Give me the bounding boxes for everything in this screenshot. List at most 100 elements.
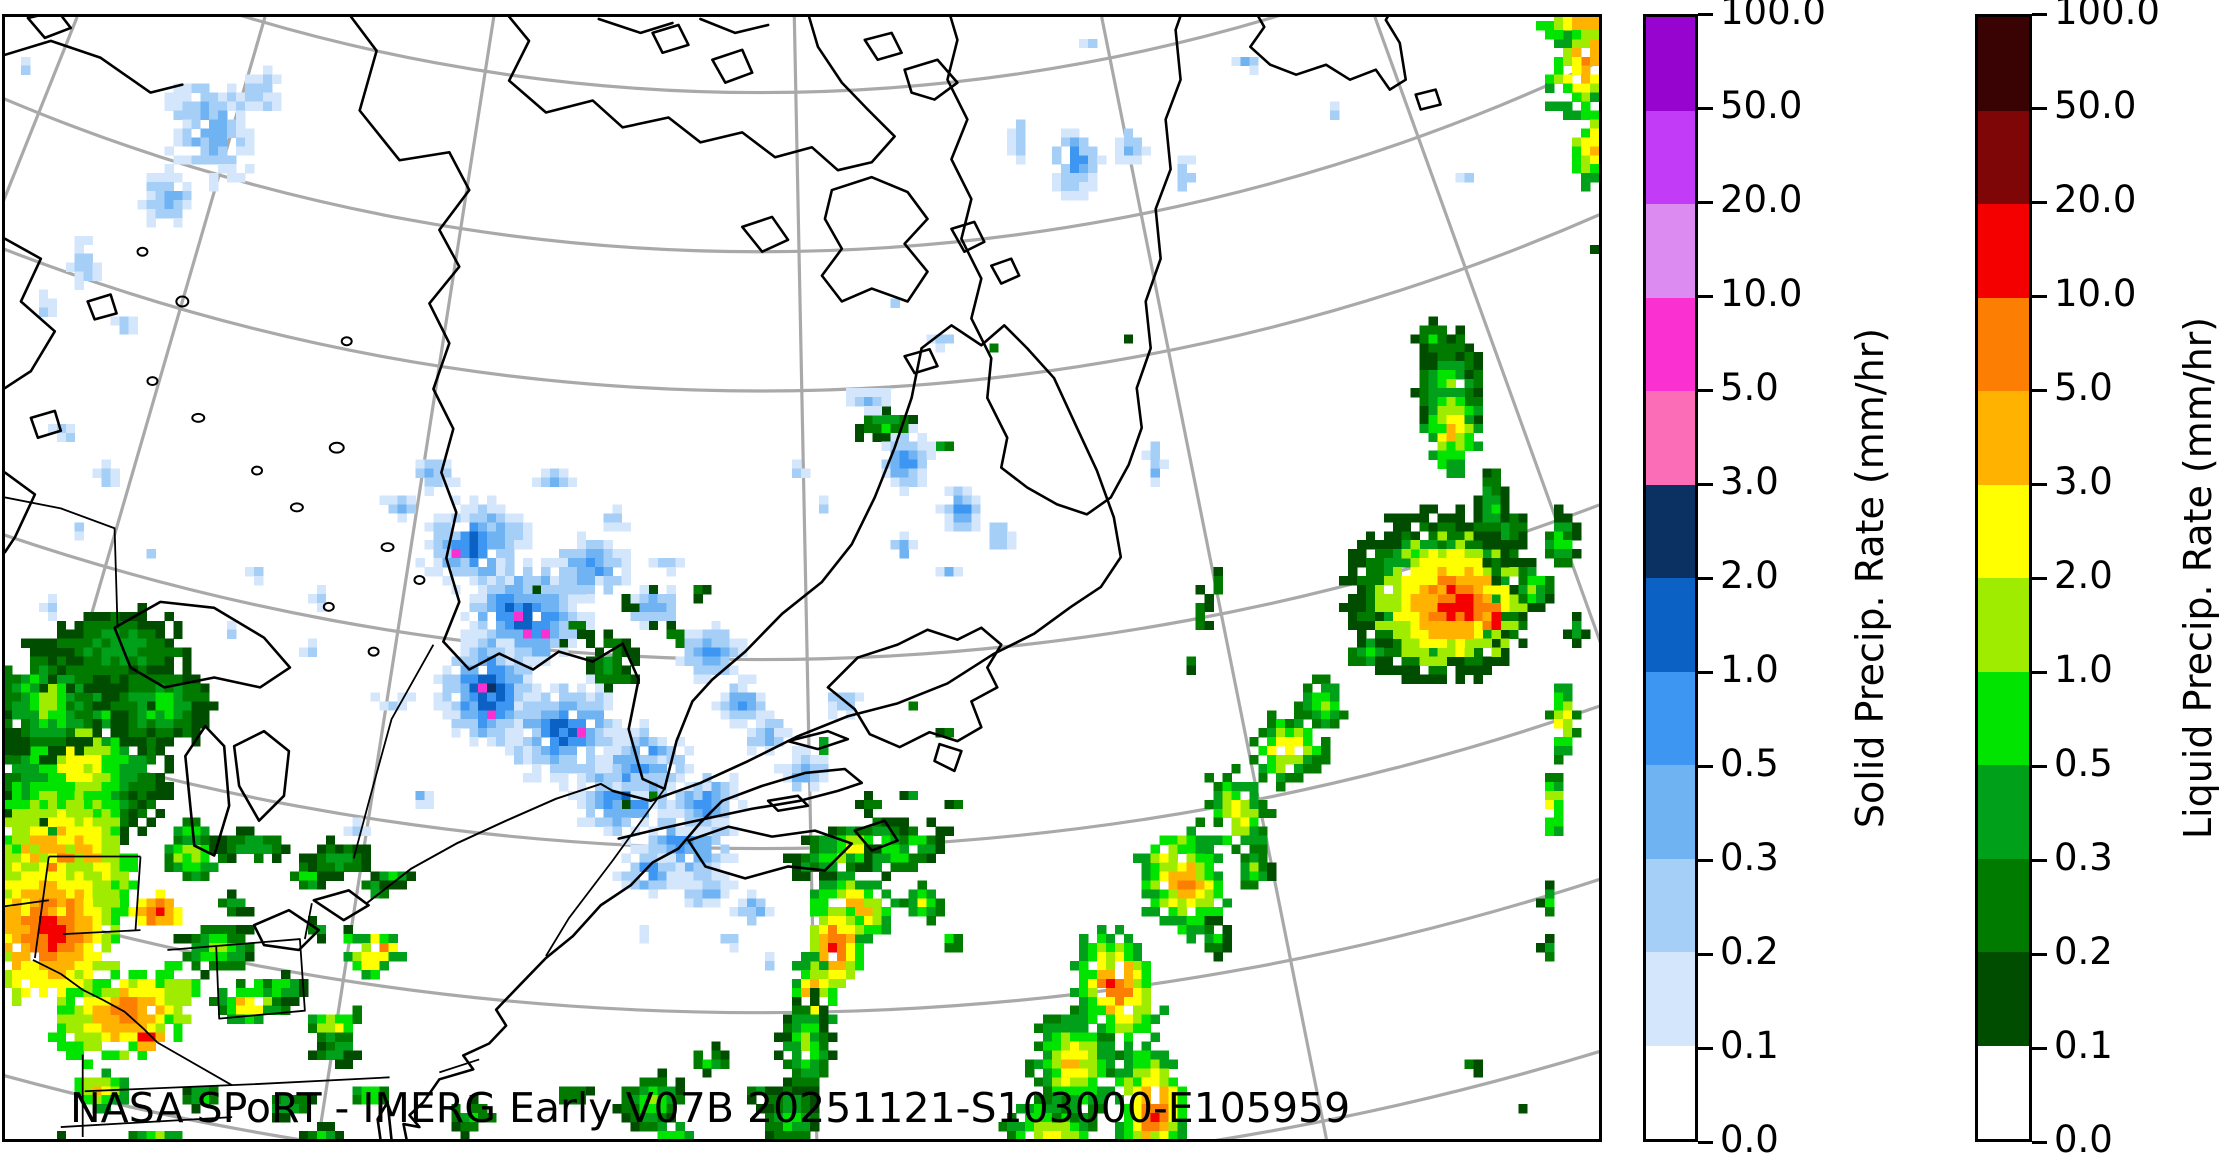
colorbar-tick-label: 20.0	[2054, 178, 2137, 221]
coast-great-lakes	[113, 600, 370, 952]
colorbar-tick-label: 20.0	[1720, 178, 1803, 221]
colorbar-tick-label: 0.0	[1720, 1118, 1779, 1161]
colorbar-tick-mark	[2032, 858, 2047, 862]
colorbar-segment	[1646, 391, 1695, 485]
colorbar-tick-mark	[1698, 200, 1713, 204]
coast-east	[376, 767, 864, 1139]
colorbar-segment	[1978, 858, 2029, 952]
parallel-line	[242, 17, 1278, 94]
colorbar-segment	[1978, 297, 2029, 391]
parallel-line	[5, 877, 1599, 1014]
coast-iceland	[1249, 17, 1442, 111]
colorbar-tick-mark	[1698, 576, 1713, 580]
colorbar-tick-label: 3.0	[1720, 460, 1779, 503]
colorbar-tick-label: 2.0	[2054, 554, 2113, 597]
coast-southampton	[820, 175, 929, 303]
colorbar-segment	[1646, 1045, 1695, 1139]
coast-greenland	[946, 17, 1182, 516]
colorbar-tick-label: 0.2	[1720, 930, 1779, 973]
colorbar-segment	[1978, 765, 2029, 859]
colorbar-tick-mark	[2032, 1140, 2047, 1144]
map-svg	[5, 17, 1599, 1139]
colorbar-segment	[1646, 578, 1695, 672]
coast-nova-scotia	[687, 729, 899, 880]
political-borders	[5, 496, 666, 1138]
colorbar-tick-label: 0.3	[2054, 836, 2113, 879]
colorbar-tick-label: 10.0	[1720, 272, 1803, 315]
colorbar-segment	[1646, 484, 1695, 578]
colorbar-tick-label: 0.2	[2054, 930, 2113, 973]
coast-newfoundland	[826, 626, 1003, 773]
colorbar-tick-mark	[1698, 482, 1713, 486]
colorbar-tick-mark	[1698, 294, 1713, 298]
colorbar-segment	[1978, 578, 2029, 672]
liquid-precip-colorbar	[1975, 14, 2032, 1142]
colorbar-segment	[1978, 204, 2029, 298]
colorbar-segment	[1646, 765, 1695, 859]
colorbar-segment	[1646, 952, 1695, 1046]
colorbar-tick-mark	[2032, 388, 2047, 392]
colorbar-tick-label: 100.0	[1720, 0, 1826, 33]
colorbar-tick-mark	[1698, 670, 1713, 674]
colorbar-tick-mark	[2032, 576, 2047, 580]
colorbar-tick-label: 0.1	[1720, 1024, 1779, 1067]
colorbar-tick-label: 0.5	[2054, 742, 2113, 785]
colorbar-segment	[1978, 671, 2029, 765]
coast-mainland	[349, 17, 1123, 803]
colorbar-tick-mark	[2032, 764, 2047, 768]
liquid-colorbar-axis-label: Liquid Precip. Rate (mm/hr)	[2176, 316, 2220, 840]
colorbar-segment	[1978, 110, 2029, 204]
colorbar-segment	[1646, 297, 1695, 391]
small-lakes	[136, 246, 426, 657]
colorbar-tick-mark	[2032, 1046, 2047, 1050]
precipitation-layer	[5, 17, 1599, 1139]
solid-precip-colorbar	[1643, 14, 1698, 1142]
colorbar-segment	[1646, 671, 1695, 765]
colorbar-tick-label: 1.0	[2054, 648, 2113, 691]
product-annotation: NASA SPoRT - IMERG Early V07B 20251121-S…	[70, 1084, 1351, 1132]
colorbar-segment	[1646, 858, 1695, 952]
colorbar-tick-label: 100.0	[2054, 0, 2160, 33]
colorbar-tick-mark	[1698, 952, 1713, 956]
colorbar-tick-mark	[1698, 106, 1713, 110]
parallel-line	[5, 212, 1599, 392]
colorbar-tick-mark	[1698, 858, 1713, 862]
colorbar-tick-mark	[1698, 764, 1713, 768]
colorbar-tick-label: 0.5	[1720, 742, 1779, 785]
colorbar-segment	[1978, 1045, 2029, 1139]
colorbar-tick-mark	[1698, 1046, 1713, 1050]
colorbar-tick-mark	[2032, 952, 2047, 956]
colorbar-segment	[1978, 952, 2029, 1046]
colorbar-segment	[1646, 204, 1695, 298]
colorbar-segment	[1978, 17, 2029, 111]
parallel-line	[5, 59, 1599, 253]
meridian-line	[5, 17, 267, 918]
colorbar-segment	[1646, 17, 1695, 111]
colorbar-tick-mark	[2032, 670, 2047, 674]
colorbar-tick-mark	[2032, 200, 2047, 204]
map-panel	[2, 14, 1602, 1142]
solid-colorbar-axis-label: Solid Precip. Rate (mm/hr)	[1848, 327, 1892, 829]
colorbar-tick-mark	[1698, 12, 1713, 16]
colorbar-tick-mark	[2032, 482, 2047, 486]
colorbar-tick-label: 50.0	[2054, 84, 2137, 127]
meridian-line	[1373, 17, 1599, 644]
colorbar-segment	[1646, 110, 1695, 204]
parallel-line	[5, 703, 1599, 850]
colorbar-tick-label: 10.0	[2054, 272, 2137, 315]
colorbar-tick-label: 50.0	[1720, 84, 1803, 127]
colorbar-tick-label: 5.0	[2054, 366, 2113, 409]
parallel-line	[5, 503, 1599, 661]
colorbar-tick-label: 1.0	[1720, 648, 1779, 691]
colorbar-tick-mark	[2032, 12, 2047, 16]
coast-baffin	[507, 17, 896, 172]
coast-northwest	[5, 17, 770, 554]
colorbar-tick-label: 0.3	[1720, 836, 1779, 879]
colorbar-tick-label: 0.0	[2054, 1118, 2113, 1161]
colorbar-tick-label: 0.1	[2054, 1024, 2113, 1067]
colorbar-tick-mark	[2032, 294, 2047, 298]
colorbar-tick-label: 2.0	[1720, 554, 1779, 597]
coast-arctic-islets	[651, 23, 1021, 375]
colorbar-tick-mark	[1698, 1140, 1713, 1144]
